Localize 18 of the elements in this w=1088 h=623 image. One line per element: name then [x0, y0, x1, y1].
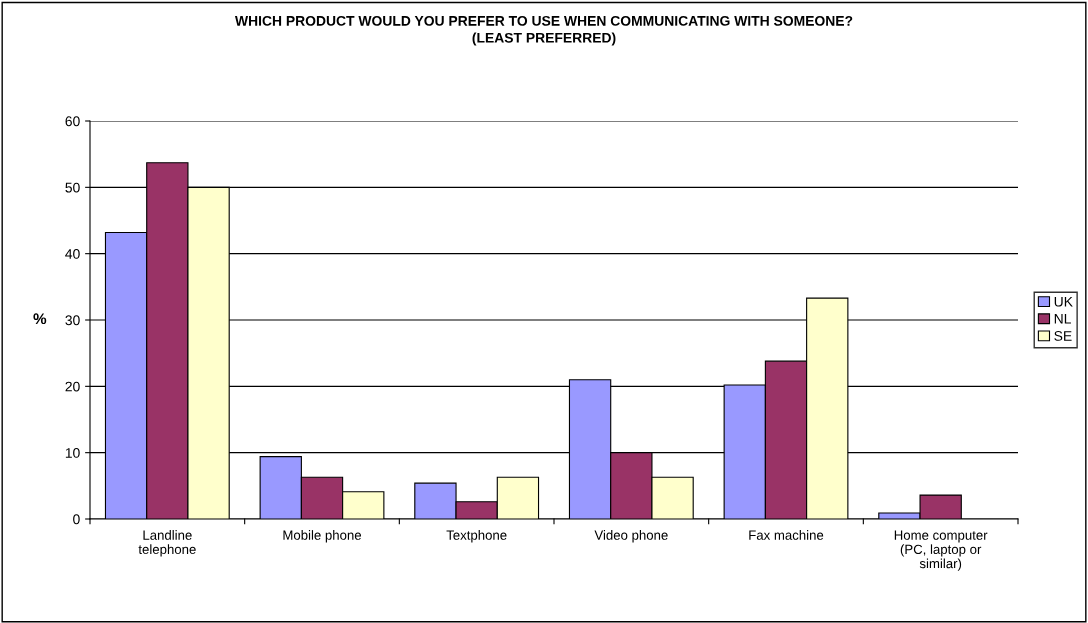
x-tick-label: Landline telephone — [138, 530, 196, 557]
y-tick-label: 20 — [65, 381, 80, 392]
x-tick-label: Video phone — [594, 530, 668, 543]
y-tick-label: 10 — [65, 448, 80, 458]
legend-label: UK — [1054, 296, 1073, 307]
x-tick-label: Home computer (PC, laptop or similar) — [894, 530, 988, 571]
chart-title: WHICH PRODUCT WOULD YOU PREFER TO USE WHEN COMMUNICATING WITH SOMEONE? (LEAST PREFERRED) — [234, 15, 853, 46]
x-tick-label: Fax machine — [749, 530, 824, 540]
y-tick-label: 50 — [65, 182, 80, 193]
x-tick-label: Mobile phone — [283, 530, 362, 543]
y-tick-label: 0 — [73, 514, 80, 525]
y-tick-label: 40 — [65, 249, 80, 259]
legend-label: NL — [1054, 314, 1071, 324]
legend-label: SE — [1054, 331, 1072, 341]
y-tick-label: 30 — [65, 315, 80, 326]
x-tick-label: Textphone — [446, 530, 507, 543]
y-tick-label: 60 — [65, 116, 80, 127]
y-axis-title: % — [33, 313, 47, 325]
